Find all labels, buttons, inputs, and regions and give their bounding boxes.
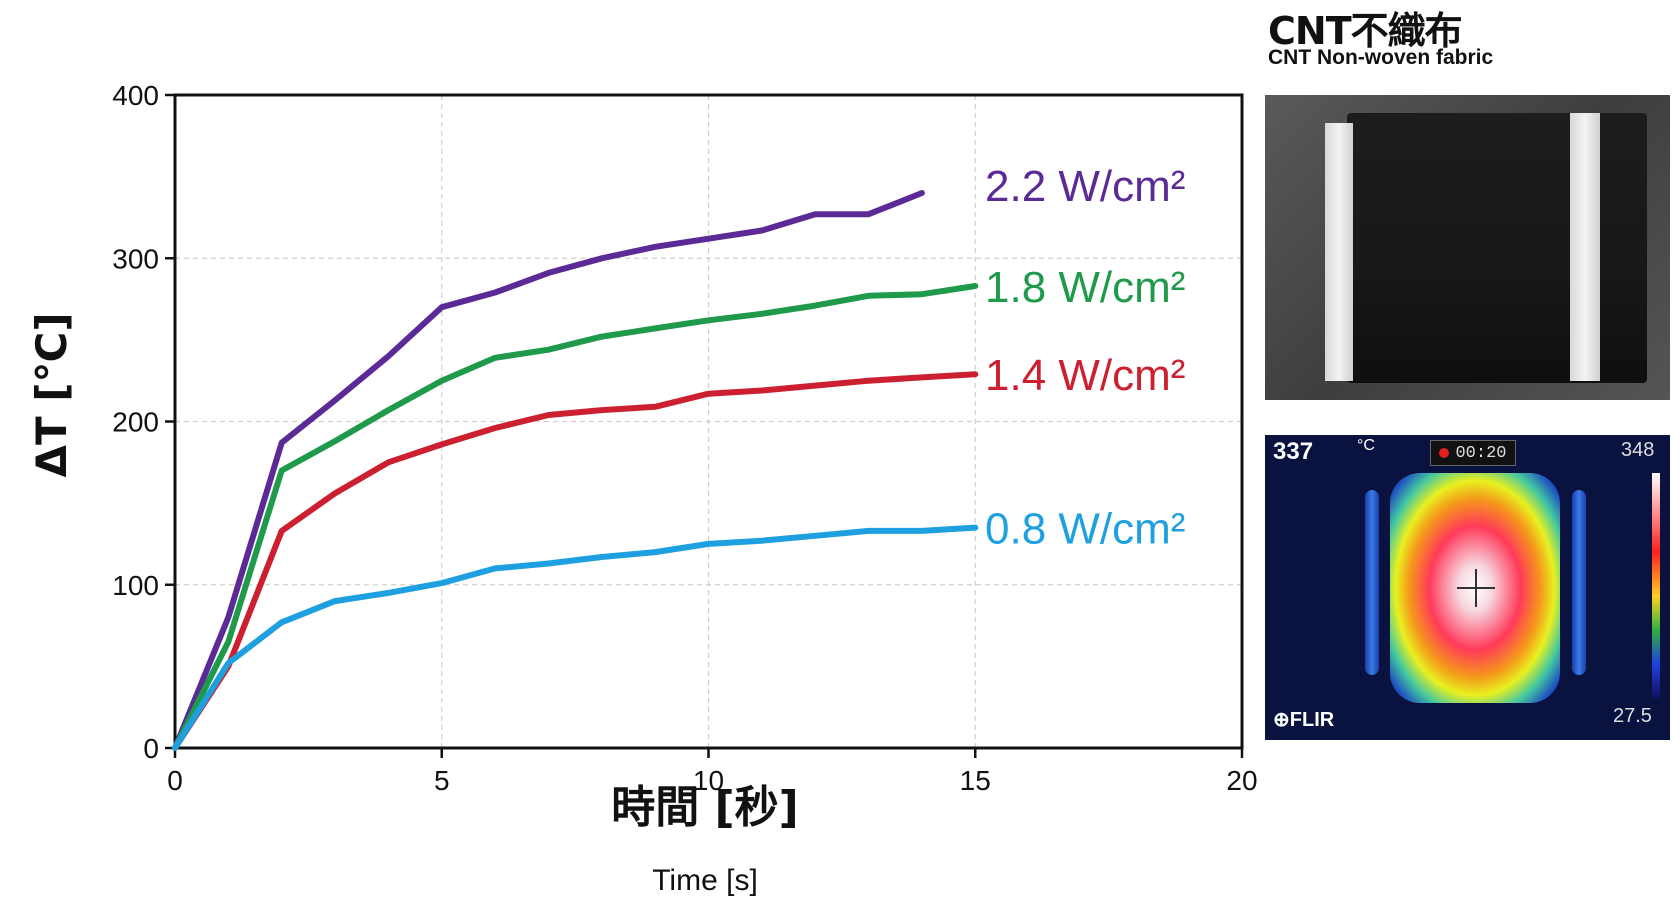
series-label-1: 1.8 W/cm² [985,263,1185,312]
series-label-2: 1.4 W/cm² [985,351,1185,400]
sample-title: CNT不織布 [1268,9,1463,53]
scale-max: 348 [1621,439,1655,461]
electrode-tape-right [1570,113,1600,381]
series-line-0 [172,190,925,751]
scale-min: 27.5 [1613,705,1652,727]
thermal-rail-right [1572,490,1586,675]
series-line-1 [172,283,979,751]
y-tick-label-2: 200 [112,407,159,438]
cnt-fabric-sheet [1347,113,1647,383]
temperature-unit: °C [1357,437,1375,454]
fabric-photo [1265,95,1670,400]
x-axis-label: 時間 [秒] [611,782,799,833]
grid-lines [175,95,1242,748]
y-tick-label-4: 400 [112,80,159,111]
thermal-image: 337 °C 00:20 348 27.5 ⊕FLIR [1265,435,1670,740]
flir-logo: ⊕FLIR [1273,709,1335,731]
series-label-0: 2.2 W/cm² [985,162,1185,211]
y-tick-label-1: 100 [112,570,159,601]
series-label-3: 0.8 W/cm² [985,505,1185,554]
crosshair-icon-vertical [1475,569,1477,607]
y-axis-label: ΔT [℃] [27,312,76,477]
series-labels: 2.2 W/cm² 1.8 W/cm² 1.4 W/cm² 0.8 W/cm² [985,162,1185,554]
sample-subtitle: CNT Non-woven fabric [1268,46,1494,69]
x-tick-label-1: 5 [434,765,450,796]
x-tick-label-0: 0 [167,765,183,796]
temperature-readout: 337 [1273,438,1314,465]
x-tick-label-2: 10 [693,765,724,796]
thermal-rail-left [1365,490,1379,675]
recording-timer: 00:20 [1430,440,1516,466]
series-line-3 [172,524,979,751]
x-tick-label-4: 20 [1226,765,1257,796]
x-axis-label-en: Time [s] [652,864,758,897]
series-line-2 [172,371,979,751]
timer-value: 00:20 [1455,443,1507,463]
y-tick-label-3: 300 [112,243,159,274]
x-tick-label-3: 15 [960,765,991,796]
electrode-tape-left [1325,123,1353,381]
series-lines [172,190,979,751]
y-tick-label-0: 0 [143,733,159,764]
thermal-color-scale [1652,473,1660,698]
record-dot-icon [1439,448,1450,458]
